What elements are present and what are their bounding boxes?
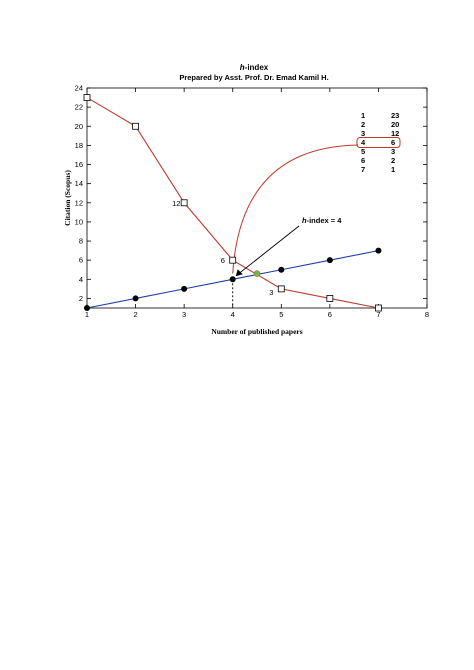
table-cell-paper: 5: [361, 147, 365, 156]
y-tick-label: 18: [75, 141, 83, 150]
paper-point-marker: [181, 285, 188, 292]
point-label: 3: [269, 288, 273, 297]
annotation-arrowhead: [235, 269, 243, 277]
paper-point-marker: [326, 257, 333, 264]
y-tick-label: 24: [75, 84, 83, 93]
paper-point-marker: [132, 295, 139, 302]
point-label: 6: [221, 256, 225, 265]
x-tick-label: 5: [279, 310, 283, 319]
table-cell-citation: 3: [391, 147, 395, 156]
chart-title-italic: h: [240, 63, 245, 72]
table-cell-paper: 6: [361, 156, 365, 165]
table-cell-paper: 2: [361, 120, 365, 129]
point-label: 12: [172, 199, 180, 208]
x-axis-label: Number of published papers: [211, 327, 302, 336]
y-axis-label: Citation (Scopus): [63, 170, 72, 226]
paper-point-marker: [229, 276, 236, 283]
y-tick-label: 6: [79, 256, 83, 265]
table-cell-paper: 3: [361, 129, 365, 138]
y-tick-label: 22: [75, 103, 83, 112]
chart-title-rest: -index: [245, 63, 269, 72]
intersection-marker: [253, 270, 261, 277]
table-cell-paper: 7: [361, 165, 365, 174]
y-tick-label: 14: [75, 179, 83, 188]
table-cell-paper: 1: [361, 111, 365, 120]
y-tick-label: 16: [75, 160, 83, 169]
curved-connector: [232, 144, 359, 274]
x-tick-label: 4: [231, 310, 235, 319]
table-cell-citation: 6: [391, 138, 395, 147]
y-tick-label: 12: [75, 198, 83, 207]
annotation-arrow-line: [236, 225, 300, 276]
y-tick-label: 2: [79, 294, 83, 303]
citation-point-marker: [180, 199, 188, 207]
chart-title: h-index: [240, 63, 269, 72]
highlight-box: [356, 137, 401, 148]
x-tick-label: 6: [328, 310, 332, 319]
paper-point-marker: [278, 266, 285, 273]
x-tick-label: 1: [85, 310, 89, 319]
citation-point-marker: [229, 256, 237, 264]
paper-point-marker: [375, 247, 382, 254]
citation-point-marker: [277, 285, 285, 293]
citation-point-marker: [132, 122, 139, 130]
table-cell-citation: 1: [391, 165, 395, 174]
x-tick-label: 2: [133, 310, 137, 319]
y-tick-label: 4: [79, 275, 83, 284]
y-tick-label: 10: [75, 217, 83, 226]
h-index-annotation: h-index = 4: [302, 216, 342, 225]
y-tick-label: 20: [75, 122, 83, 131]
x-tick-label: 8: [425, 310, 429, 319]
table-cell-paper: 4: [361, 138, 366, 147]
table-cell-citation: 12: [391, 129, 399, 138]
table-cell-citation: 2: [391, 156, 395, 165]
table-cell-citation: 20: [391, 120, 399, 129]
citation-point-marker: [326, 295, 334, 302]
chart-subtitle: Prepared by Asst. Prof. Dr. Emad Kamil H…: [179, 73, 328, 82]
x-tick-label: 3: [182, 310, 186, 319]
y-tick-label: 8: [79, 237, 83, 246]
plot-frame: [86, 87, 428, 309]
x-tick-label: 7: [376, 310, 380, 319]
table-cell-citation: 23: [391, 111, 399, 120]
citation-point-marker: [375, 304, 382, 312]
paper-point-marker: [84, 305, 90, 311]
citation-point-marker: [83, 94, 91, 101]
